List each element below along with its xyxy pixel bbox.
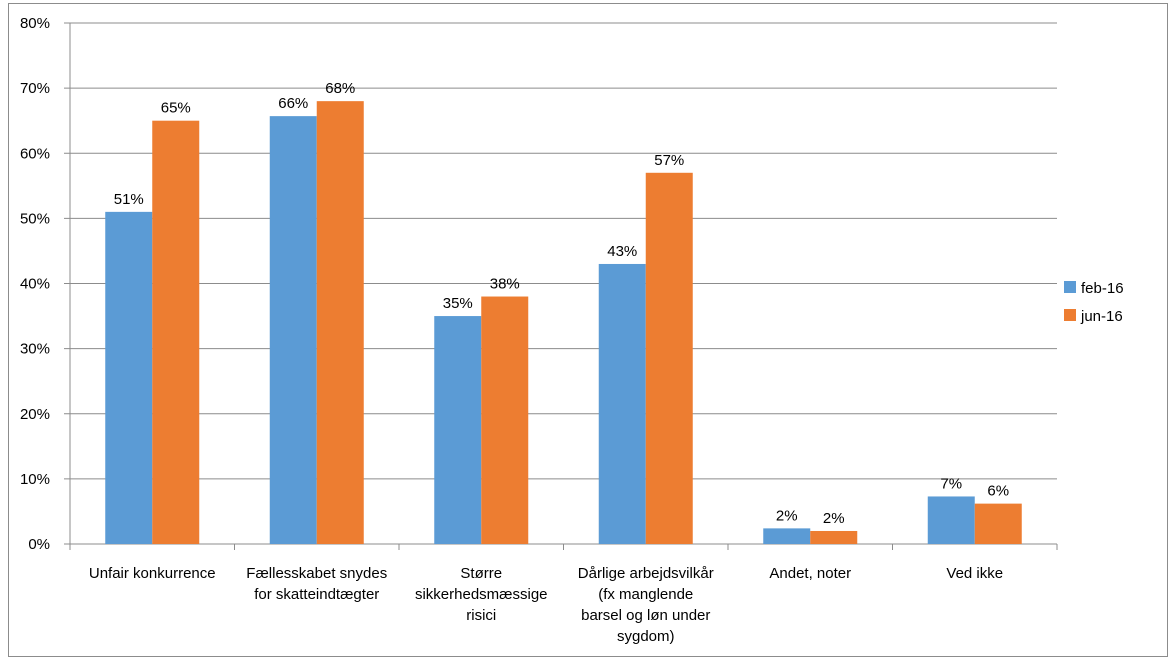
y-tick-label: 60% bbox=[20, 145, 50, 162]
legend: feb-16 jun-16 bbox=[1064, 280, 1124, 325]
x-category-label: Fællesskabet snydes bbox=[246, 565, 387, 582]
bar-jun-16 bbox=[645, 172, 693, 544]
legend-swatch-jun-16 bbox=[1064, 309, 1076, 321]
data-label: 43% bbox=[607, 243, 637, 260]
data-label: 6% bbox=[987, 483, 1009, 500]
y-tick-label: 40% bbox=[20, 276, 50, 293]
bar-jun-16 bbox=[974, 503, 1022, 544]
x-category-label: risici bbox=[466, 607, 496, 624]
bar-feb-16 bbox=[269, 116, 317, 544]
bar-jun-16 bbox=[481, 296, 529, 544]
y-tick-label: 50% bbox=[20, 210, 50, 227]
bar-jun-16 bbox=[152, 120, 200, 544]
y-axis-ticks: 0% 10% 20% 30% 40% 50% 60% 70% 80% bbox=[20, 15, 50, 553]
data-label: 35% bbox=[443, 295, 473, 312]
bar-feb-16 bbox=[434, 316, 482, 544]
x-category-label: Større bbox=[460, 565, 502, 582]
x-category-label: (fx manglende bbox=[598, 586, 693, 603]
bar-feb-16 bbox=[763, 528, 811, 544]
data-label: 68% bbox=[325, 80, 355, 97]
bar-feb-16 bbox=[598, 263, 646, 544]
bar-feb-16 bbox=[927, 496, 975, 544]
data-label: 66% bbox=[278, 95, 308, 112]
x-category-label: sikkerhedsmæssige bbox=[415, 586, 548, 603]
data-labels: 51% 65% 66% 68% 35% 38% 43% 57% 2% 2% 7% 6% bbox=[114, 80, 1009, 527]
data-label: 38% bbox=[490, 276, 520, 293]
x-axis-categories: Unfair konkurrence Fællesskabet snydes for… bbox=[89, 565, 1003, 645]
legend-label: feb-16 bbox=[1081, 280, 1124, 297]
gridlines bbox=[64, 22, 1058, 550]
x-category-label: for skatteindtægter bbox=[254, 586, 379, 603]
bars bbox=[105, 101, 1022, 545]
legend-label: jun-16 bbox=[1080, 308, 1123, 325]
y-tick-label: 10% bbox=[20, 471, 50, 488]
data-label: 65% bbox=[161, 100, 191, 117]
data-label: 7% bbox=[940, 475, 962, 492]
x-category-label: Unfair konkurrence bbox=[89, 565, 216, 582]
y-tick-label: 30% bbox=[20, 341, 50, 358]
y-tick-label: 0% bbox=[28, 536, 50, 553]
bar-jun-16 bbox=[810, 530, 858, 544]
x-category-label: Ved ikke bbox=[946, 565, 1003, 582]
chart-frame bbox=[8, 3, 1168, 657]
data-label: 2% bbox=[823, 510, 845, 527]
y-tick-label: 80% bbox=[20, 15, 50, 32]
bar-jun-16 bbox=[316, 101, 364, 545]
x-category-label: barsel og løn under bbox=[581, 607, 710, 624]
x-category-label: Andet, noter bbox=[769, 565, 851, 582]
data-label: 51% bbox=[114, 191, 144, 208]
y-tick-label: 20% bbox=[20, 406, 50, 423]
bar-feb-16 bbox=[105, 211, 153, 545]
x-category-label: Dårlige arbejdsvilkår bbox=[578, 565, 714, 582]
data-label: 57% bbox=[654, 152, 684, 169]
legend-swatch-feb-16 bbox=[1064, 281, 1076, 293]
data-label: 2% bbox=[776, 507, 798, 524]
y-tick-label: 70% bbox=[20, 80, 50, 97]
x-category-label: sygdom) bbox=[617, 628, 675, 645]
